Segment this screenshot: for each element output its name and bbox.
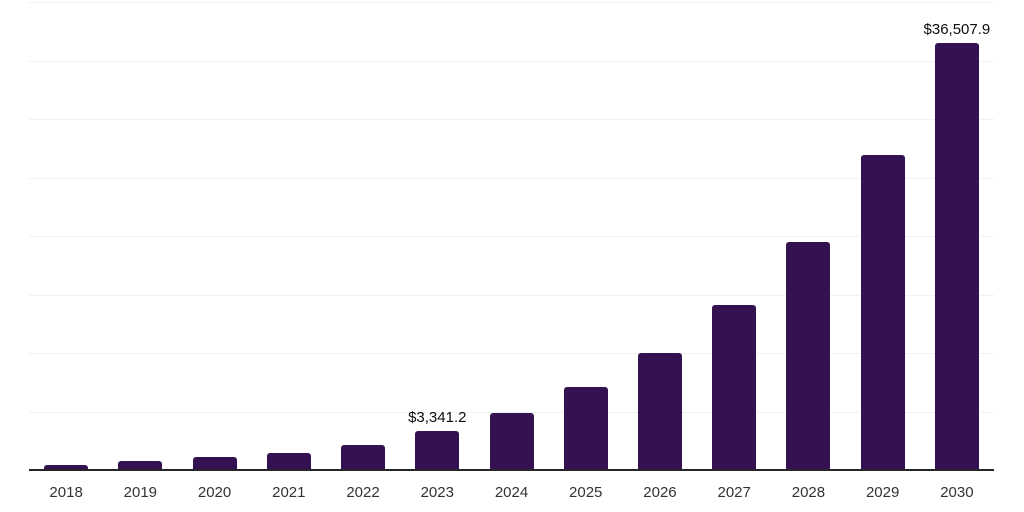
x-axis-line [29,469,994,471]
x-axis-label-2025: 2025 [569,484,603,501]
gridline-40000 [29,2,994,3]
x-axis-label-2030: 2030 [940,484,974,501]
gridline-5000 [29,412,994,413]
bar-2021 [267,453,311,470]
bar-2020 [193,457,237,470]
x-axis-label-2023: 2023 [420,484,454,501]
bar-2019 [118,461,162,470]
bar-2029 [861,155,905,470]
bar-2026 [638,353,682,470]
gridline-30000 [29,119,994,120]
x-axis-label-2020: 2020 [197,484,232,501]
x-axis-label-2018: 2018 [49,484,83,501]
data-label-2030: $36,507.9 [923,21,991,38]
bar-2024 [490,413,534,470]
gridline-15000 [29,295,994,296]
x-axis-label-2028: 2028 [791,484,826,501]
data-label-2023: $3,341.2 [408,409,467,426]
bar-2022 [341,445,385,470]
bar-2023 [415,431,459,470]
bar-2028 [786,242,830,470]
x-axis-label-2021: 2021 [272,484,306,501]
bar-2027 [712,305,756,470]
gridline-10000 [29,353,994,354]
bar-2018 [44,465,88,470]
x-axis-label-2024: 2024 [494,484,529,501]
gridline-35000 [29,61,994,62]
gridline-25000 [29,178,994,179]
bar-2030 [935,43,979,470]
x-axis-label-2019: 2019 [123,484,158,501]
gridline-20000 [29,236,994,237]
x-axis-label-2027: 2027 [717,484,751,501]
x-axis-label-2022: 2022 [346,484,380,501]
x-axis-label-2029: 2029 [865,484,900,501]
bar-2025 [564,387,608,470]
x-axis-label-2026: 2026 [643,484,677,501]
